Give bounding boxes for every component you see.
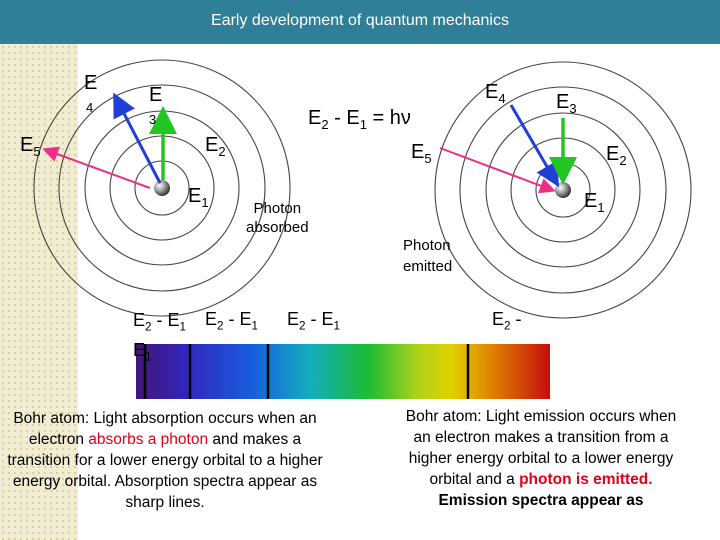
- left-pink-arrow: [42, 146, 151, 189]
- left-blue-arrow: [113, 92, 162, 184]
- right-label-e5: E5: [411, 141, 432, 166]
- page-title: Early development of quantum mechanics: [0, 0, 720, 44]
- photon-emitted-caption: Photon emitted: [403, 237, 453, 275]
- title-text: Early development of quantum mechanics: [211, 12, 509, 29]
- right-orbit-5: [434, 61, 692, 319]
- left-label-e3: E: [149, 84, 163, 106]
- right-label-e4: E4: [485, 81, 506, 106]
- left-label-e5: E5: [20, 134, 41, 159]
- left-nucleus: [154, 180, 170, 196]
- left-label-e1: E1: [188, 185, 209, 210]
- energy-equation: E2 - E1 = hν: [308, 107, 411, 132]
- right-orbit-3: [485, 112, 641, 268]
- right-nucleus: [555, 182, 571, 198]
- left-label-e4: E: [84, 72, 98, 94]
- right-orbit-4: [459, 86, 667, 294]
- spectrum-label-3: E2 - E1: [287, 309, 341, 333]
- photon-absorbed-caption: Photon absorbed: [246, 200, 309, 236]
- left-orbit-4: [58, 84, 266, 292]
- left-label-e4-sub: 4: [86, 100, 94, 115]
- spectrum-bar: [136, 344, 550, 399]
- left-orbit-5: [33, 59, 291, 317]
- right-blue-arrow: [509, 104, 560, 188]
- right-label-e3: E3: [556, 91, 577, 116]
- spectrum-lines: [143, 344, 470, 399]
- absorption-description: Bohr atom: Light absorption occurs when …: [7, 410, 323, 511]
- left-label-e2: E2: [205, 134, 226, 159]
- right-label-e1: E1: [584, 190, 605, 215]
- decorative-stripe: [0, 44, 78, 540]
- left-label-e3-sub: 3: [149, 112, 157, 127]
- right-label-e2: E2: [606, 143, 627, 168]
- emission-description: Bohr atom: Light emission occurs when an…: [405, 408, 677, 509]
- spectrum-label-4: E2 -: [492, 309, 522, 333]
- right-pink-arrow: [439, 147, 556, 194]
- spectrum-label-2: E2 - E1: [205, 309, 259, 333]
- spectrum-label-1: E2 - E1 E1: [133, 310, 187, 364]
